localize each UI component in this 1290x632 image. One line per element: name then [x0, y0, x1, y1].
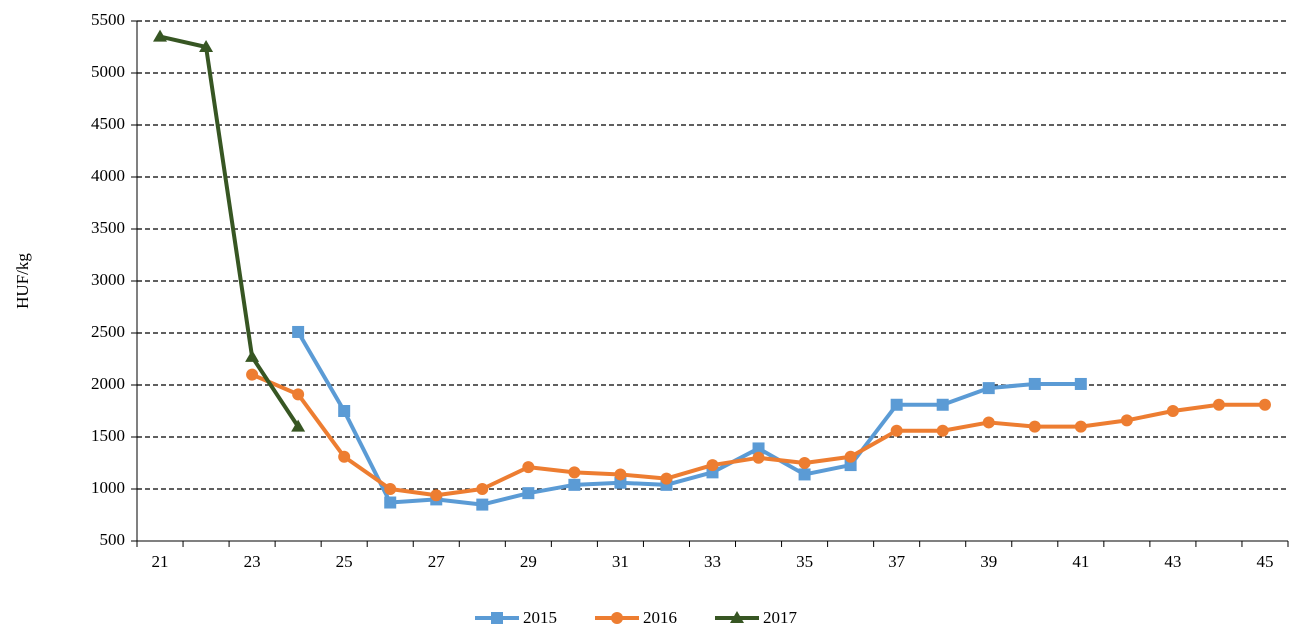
marker	[522, 487, 535, 500]
marker	[614, 476, 627, 489]
x-tick-label: 45	[1256, 552, 1273, 571]
marker	[982, 416, 995, 429]
marker	[1028, 420, 1041, 433]
marker	[338, 450, 351, 463]
series-line	[251, 372, 1265, 498]
marker	[245, 349, 260, 362]
x-tick-label: 29	[520, 552, 537, 571]
y-tick-label: 3000	[91, 270, 125, 289]
marker	[1166, 405, 1179, 417]
marker	[936, 398, 949, 411]
x-tick-label: 23	[244, 552, 261, 571]
marker	[153, 29, 168, 42]
marker	[522, 461, 535, 474]
x-tick-label: 43	[1164, 552, 1181, 571]
marker	[246, 368, 259, 381]
marker	[1258, 398, 1271, 411]
marker	[292, 325, 305, 338]
x-tick-label: 35	[796, 552, 813, 571]
marker	[1028, 377, 1041, 390]
legend-label: 2017	[763, 608, 798, 627]
marker	[660, 472, 673, 485]
x-tick-label: 25	[336, 552, 353, 571]
series-line	[296, 330, 1081, 507]
marker	[291, 419, 306, 432]
marker	[384, 483, 397, 495]
marker	[1074, 420, 1087, 433]
marker	[384, 496, 397, 509]
marker	[476, 498, 489, 511]
y-tick-label: 500	[100, 530, 126, 549]
marker	[338, 405, 351, 417]
y-axis-label: HUF/kg	[13, 253, 32, 309]
y-tick-label: 1500	[91, 426, 125, 445]
marker	[706, 459, 719, 472]
marker	[890, 424, 903, 437]
legend-marker	[730, 611, 744, 623]
x-tick-label: 27	[428, 552, 446, 571]
marker	[798, 457, 811, 469]
marker	[798, 468, 811, 481]
marker	[752, 451, 765, 464]
y-tick-label: 2500	[91, 322, 125, 341]
marker	[1212, 398, 1225, 411]
x-tick-label: 37	[888, 552, 906, 571]
x-tick-label: 39	[980, 552, 997, 571]
legend-marker	[491, 612, 503, 624]
y-tick-label: 1000	[91, 478, 125, 497]
marker	[936, 424, 949, 437]
y-tick-label: 5500	[91, 10, 125, 29]
y-tick-label: 5000	[91, 62, 125, 81]
x-tick-label: 21	[152, 552, 169, 571]
legend-label: 2015	[523, 608, 557, 627]
marker	[430, 489, 443, 502]
marker	[568, 466, 581, 479]
marker	[568, 478, 581, 491]
marker	[199, 40, 214, 52]
legend-label: 2016	[643, 608, 677, 627]
series-line	[159, 34, 300, 428]
legend-marker	[611, 612, 623, 624]
marker	[1120, 414, 1133, 427]
y-tick-label: 3500	[91, 218, 125, 237]
marker	[890, 398, 903, 411]
y-tick-label: 2000	[91, 374, 125, 393]
x-tick-label: 33	[704, 552, 721, 571]
y-tick-label: 4000	[91, 166, 125, 185]
marker	[614, 468, 627, 481]
x-tick-label: 31	[612, 552, 629, 571]
marker	[844, 459, 857, 472]
y-tick-label: 4500	[91, 114, 125, 133]
marker	[844, 450, 857, 463]
marker	[292, 388, 305, 401]
marker	[752, 442, 765, 455]
marker	[476, 483, 489, 495]
x-tick-label: 41	[1072, 552, 1089, 571]
marker	[982, 382, 995, 395]
marker	[1074, 377, 1087, 390]
